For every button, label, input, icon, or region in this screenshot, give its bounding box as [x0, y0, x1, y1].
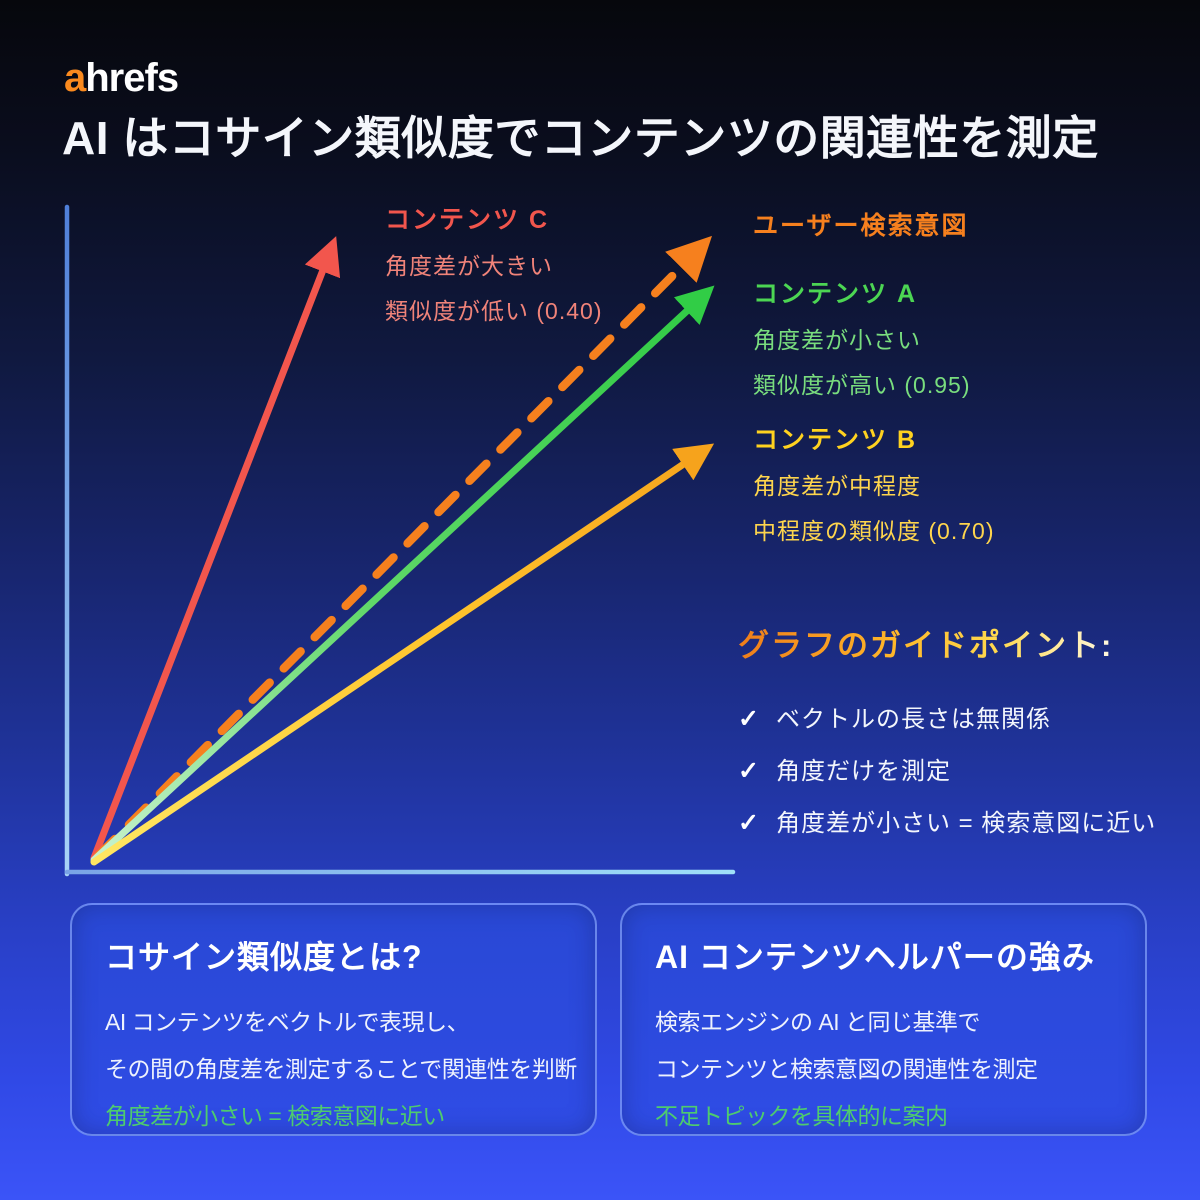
- content-c-desc1: 角度差が大きい: [385, 253, 553, 279]
- card-text-line: その間の角度差を測定することで関連性を判断: [105, 1056, 577, 1082]
- guide-item-text: ベクトルの長さは無関係: [775, 706, 1051, 733]
- guide-item: ✓ ベクトルの長さは無関係: [738, 699, 1156, 734]
- guide-item-text: 角度差が小さい = 検索意図に近い: [775, 810, 1157, 837]
- vector-content-a: [90, 285, 715, 864]
- content-c-title: コンテンツ C: [385, 206, 550, 234]
- logo-accent-letter: a: [64, 56, 86, 100]
- vector-content-c: [90, 236, 341, 862]
- logo-rest-letters: hrefs: [85, 56, 179, 100]
- content-b-desc2: 中程度の類似度 (0.70): [753, 518, 995, 544]
- card-text-line: AI コンテンツをベクトルで表現し、: [105, 1009, 470, 1035]
- label-content-a: コンテンツ A 角度差が小さい 類似度が高い (0.95): [753, 274, 970, 400]
- card-highlight-line: 角度差が小さい = 検索意図に近い: [105, 1103, 445, 1129]
- label-content-c: コンテンツ C 角度差が大きい 類似度が低い (0.40): [385, 200, 602, 326]
- content-a-desc2: 類似度が高い (0.95): [753, 372, 971, 398]
- content-b-title: コンテンツ B: [753, 426, 918, 454]
- guide-item: ✓ 角度だけを測定: [738, 751, 1156, 786]
- guide-points: グラフのガイドポイント: ✓ ベクトルの長さは無関係 ✓ 角度だけを測定 ✓ 角…: [738, 620, 1156, 838]
- check-icon: ✓: [738, 757, 760, 785]
- label-content-b: コンテンツ B 角度差が中程度 中程度の類似度 (0.70): [753, 420, 994, 546]
- check-icon: ✓: [738, 705, 760, 733]
- guide-item-text: 角度だけを測定: [775, 758, 951, 785]
- ahrefs-logo: ahrefs: [64, 56, 179, 101]
- guide-title: グラフのガイドポイント:: [738, 620, 1156, 665]
- card-highlight-line: 不足トピックを具体的に案内: [655, 1103, 948, 1129]
- content-a-title: コンテンツ A: [753, 280, 918, 308]
- content-b-desc1: 角度差が中程度: [753, 473, 921, 499]
- content-c-desc2: 類似度が低い (0.40): [385, 298, 603, 324]
- check-icon: ✓: [738, 809, 760, 837]
- card-title: コサイン類似度とは?: [105, 939, 423, 975]
- card-ai-content-helper: AI コンテンツヘルパーの強み 検索エンジンの AI と同じ基準で コンテンツと…: [620, 903, 1147, 1136]
- label-user-search-intent: ユーザー検索意図: [753, 206, 969, 242]
- guide-item: ✓ 角度差が小さい = 検索意図に近い: [738, 803, 1156, 838]
- user-search-intent-title: ユーザー検索意図: [753, 212, 969, 240]
- card-text-line: コンテンツと検索意図の関連性を測定: [655, 1056, 1038, 1082]
- card-cosine-similarity: コサイン類似度とは? AI コンテンツをベクトルで表現し、 その間の角度差を測定…: [70, 903, 597, 1136]
- vector-content-b: [90, 443, 715, 866]
- card-text-line: 検索エンジンの AI と同じ基準で: [655, 1009, 981, 1035]
- content-a-desc1: 角度差が小さい: [753, 327, 921, 353]
- vector-user-search-intent: [93, 235, 712, 861]
- card-title: AI コンテンツヘルパーの強み: [655, 939, 1095, 975]
- page-title: AI はコサイン類似度でコンテンツの関連性を測定: [62, 112, 1099, 164]
